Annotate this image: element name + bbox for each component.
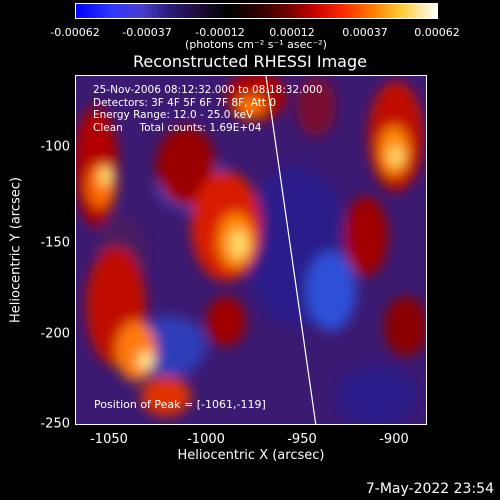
- emission-blob: [344, 196, 388, 276]
- info-detectors: Detectors: 3F 4F 5F 6F 7F 8F, Att 0: [93, 96, 277, 109]
- emission-blob: [99, 166, 113, 186]
- info-energy-range: Energy Range: 12.0 - 25.0 keV: [93, 109, 254, 121]
- emission-blob: [156, 126, 216, 206]
- emission-blob: [141, 376, 191, 416]
- colorbar-tick: 0.00062: [414, 26, 460, 39]
- emission-blob: [138, 351, 154, 371]
- info-total-counts: Clean Total counts: 1.69E+04: [93, 121, 262, 134]
- emission-blob: [116, 321, 156, 381]
- y-tick-label: -200: [40, 326, 70, 342]
- solar-limb-line: [265, 76, 317, 424]
- colorbar-tick: -0.00012: [195, 26, 245, 39]
- colorbar-tick: 0.00037: [342, 26, 388, 39]
- observation-info: 25-Nov-2006 08:12:32.000 to 08:18:32.000…: [93, 84, 323, 134]
- emission-blob: [230, 230, 248, 258]
- emission-blob: [389, 146, 403, 166]
- timestamp: 7-May-2022 23:54: [365, 481, 494, 497]
- y-tick-label: -250: [40, 416, 70, 432]
- x-tick-label: -950: [287, 432, 317, 447]
- emission-blob: [206, 296, 246, 346]
- emission-blob: [306, 251, 356, 331]
- colorbar-tick: 0.00012: [269, 26, 315, 39]
- y-tick-label: -150: [40, 235, 70, 251]
- emission-blob: [296, 76, 336, 136]
- x-tick-label: -900: [379, 432, 409, 447]
- rhessi-image: [75, 75, 427, 425]
- colorbar: [75, 3, 438, 19]
- colorbar-tick: -0.00062: [50, 26, 100, 39]
- colorbar-unit-label: (photons cm⁻² s⁻¹ asec⁻²): [185, 38, 327, 51]
- emission-blob: [237, 96, 265, 116]
- y-tick-label: -100: [40, 139, 70, 155]
- x-axis-label: Heliocentric X (arcsec): [177, 448, 325, 463]
- x-tick-label: -1000: [187, 432, 225, 447]
- plot-title: Reconstructed RHESSI Image: [133, 52, 367, 71]
- emission-blobs: [76, 76, 426, 424]
- rhessi-image-map: [76, 76, 426, 424]
- colorbar-tick: -0.00037: [122, 26, 172, 39]
- y-axis-label: Heliocentric Y (arcsec): [8, 177, 24, 323]
- info-time-range: 25-Nov-2006 08:12:32.000 to 08:18:32.000: [93, 84, 323, 96]
- emission-blob: [336, 366, 416, 424]
- peak-position-label: Position of Peak = [-1061,-119]: [94, 398, 266, 411]
- x-tick-label: -1050: [90, 432, 128, 447]
- emission-blob: [384, 296, 426, 356]
